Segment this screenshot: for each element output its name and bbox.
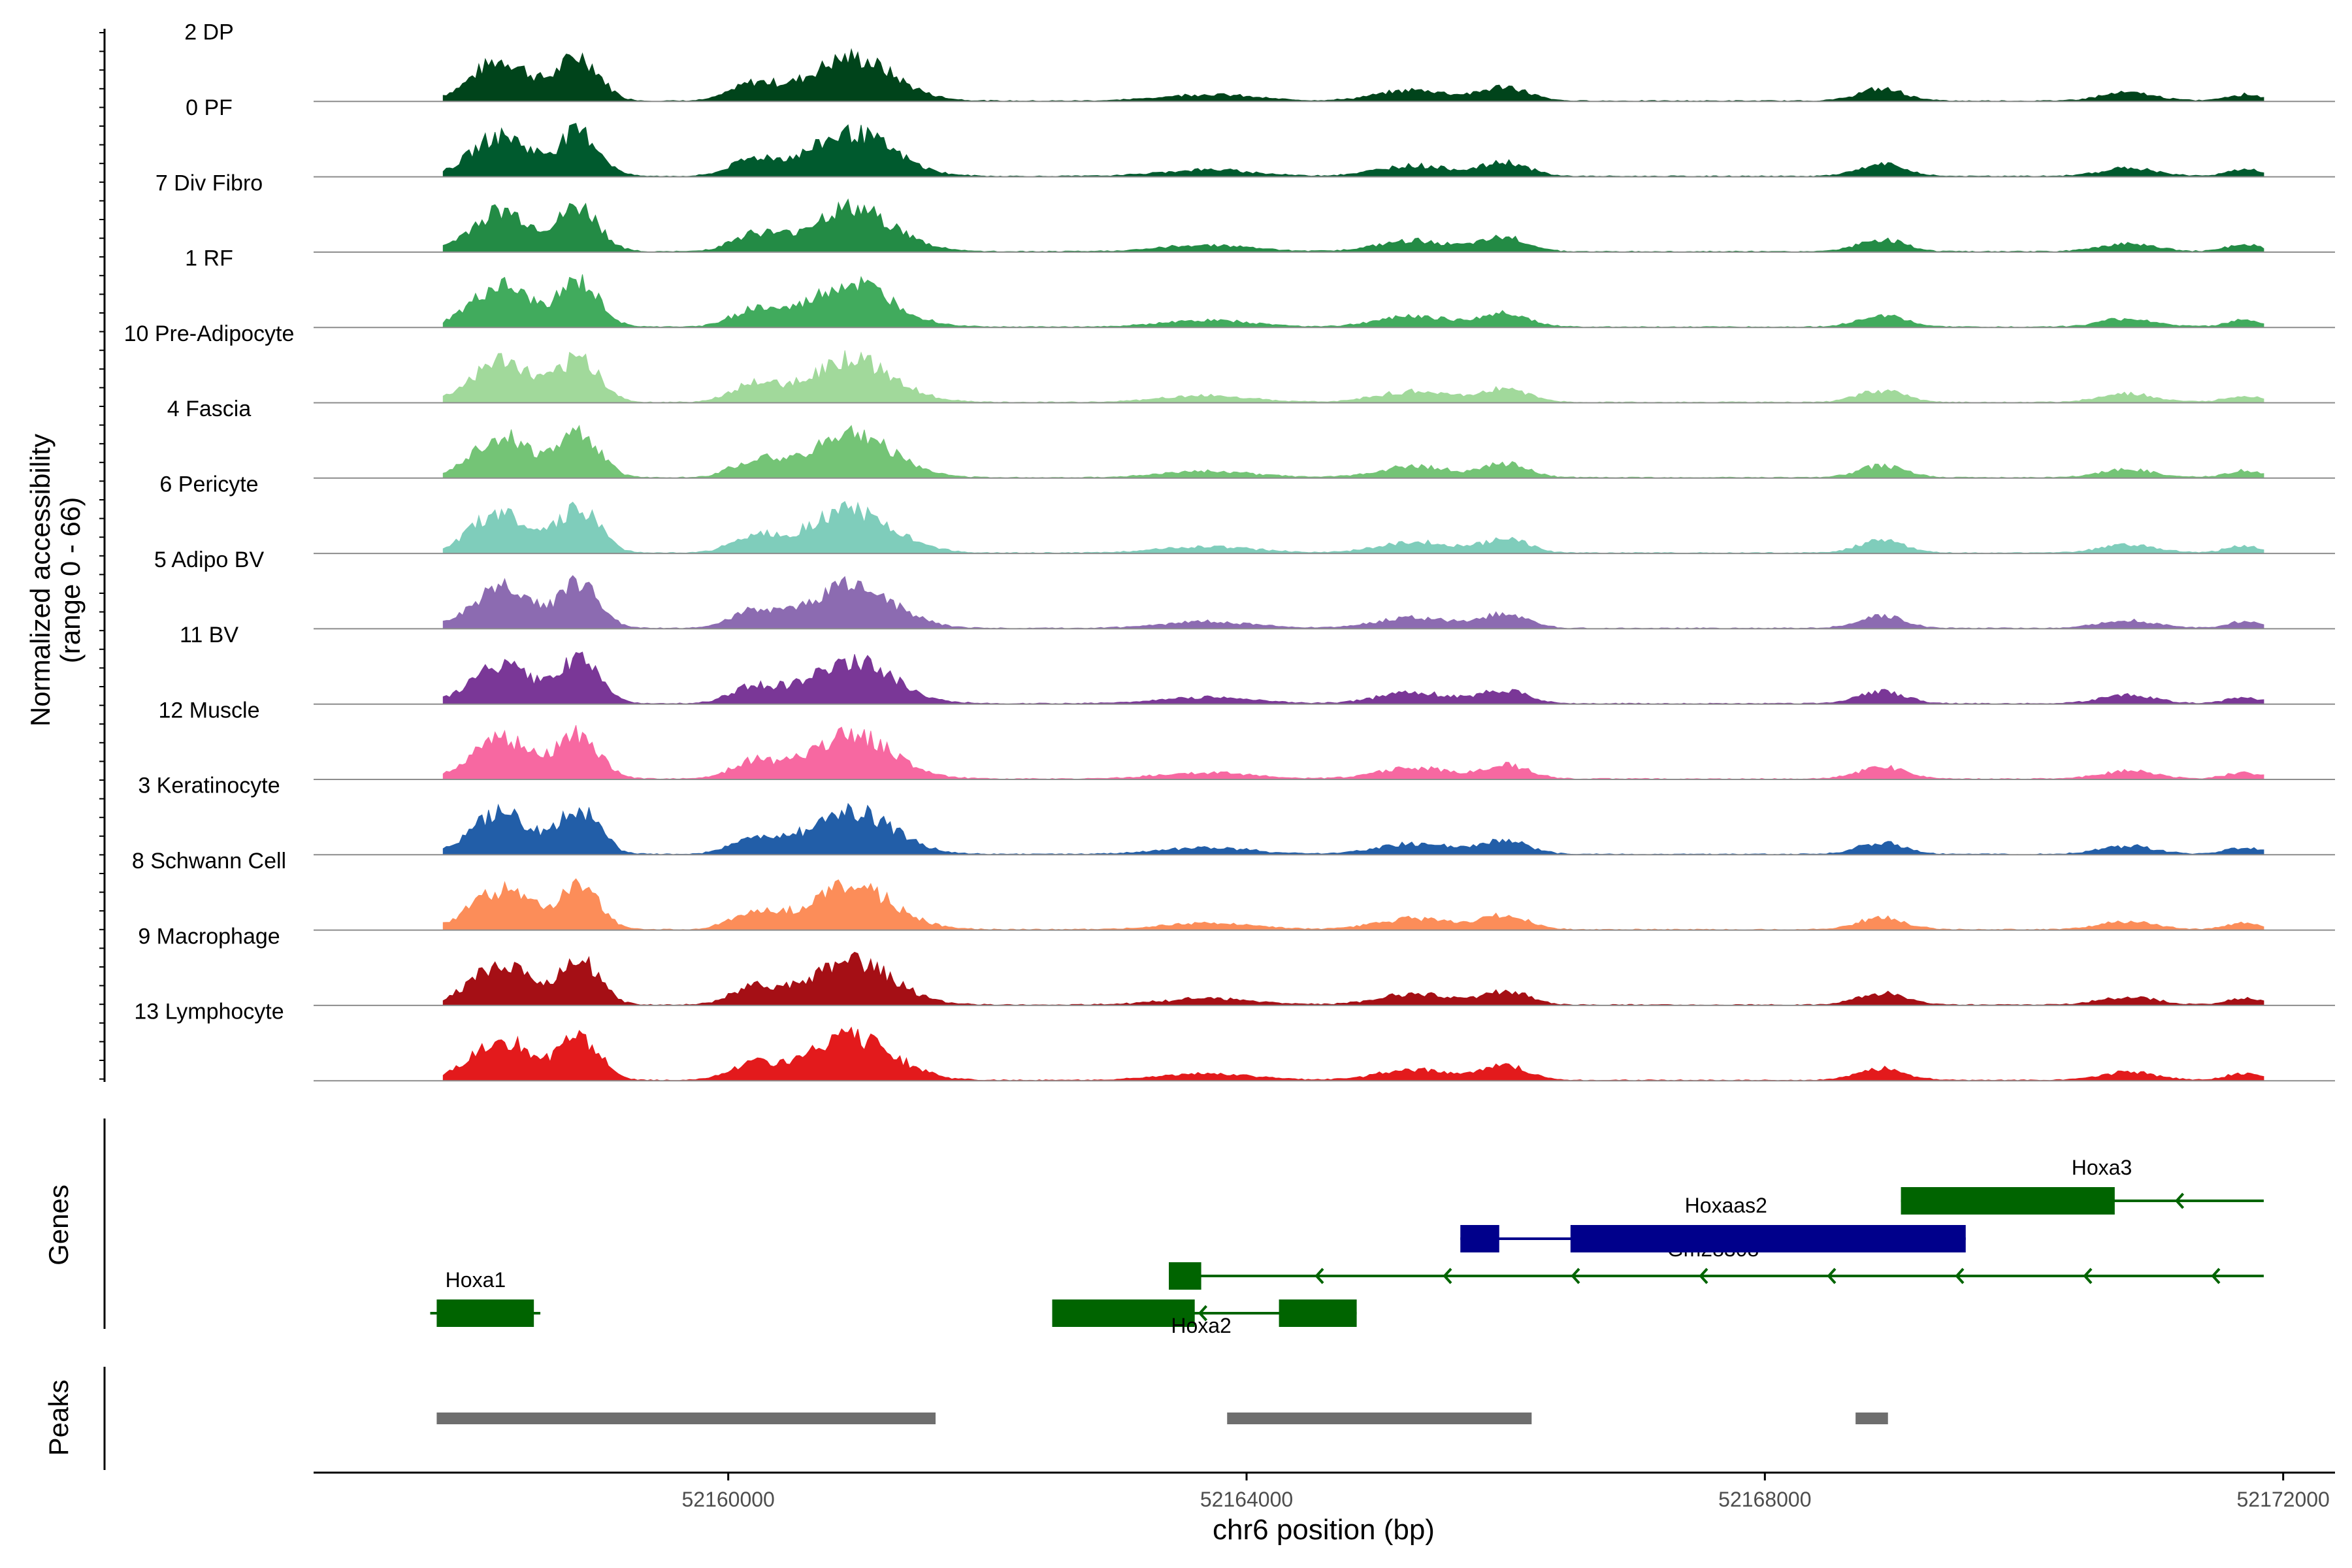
gene-track: Hoxa1Hoxa2Gm28308Hoxaas2Hoxa3 [103, 1119, 2264, 1337]
coverage-area [442, 651, 2264, 705]
coverage-area [442, 274, 2264, 328]
strand-chevron [2211, 1267, 2221, 1284]
gene-label: Hoxa3 [2072, 1156, 2132, 1179]
coverage-tracks: 2 DP 0 PF 7 Div Fibro 1 RF 10 Pre-Adipocyte 4… [99, 20, 2335, 1082]
y-axis-label: Normalized accessibility [25, 434, 56, 727]
x-tick-label: 52160000 [681, 1488, 774, 1511]
strand-chevron [1443, 1267, 1452, 1284]
coverage-area [442, 198, 2264, 253]
x-tick-label: 52164000 [1200, 1488, 1293, 1511]
track-label: 5 Adipo BV [154, 547, 265, 572]
track-label: 0 PF [186, 95, 233, 120]
gene-label: Hoxa1 [446, 1268, 506, 1292]
track-label: 8 Schwann Cell [132, 849, 286, 874]
gene-exon [1570, 1225, 1966, 1252]
coverage-area [442, 1026, 2264, 1081]
x-axis: 52160000 52164000 52168000 52172000 [314, 1471, 2335, 1511]
peak-bar [1855, 1413, 1888, 1424]
coverage-area [442, 350, 2264, 404]
gene-exon [1460, 1225, 1499, 1252]
track-label: 7 Div Fibro [155, 171, 263, 195]
track-label: 3 Keratinocyte [138, 774, 280, 798]
y-axis-label-range: (range 0 - 66) [55, 497, 86, 663]
gene-exon [436, 1299, 534, 1327]
coverage-area [442, 500, 2264, 554]
track-label: 9 Macrophage [138, 924, 280, 949]
strand-chevron [1827, 1267, 1837, 1284]
track-label: 6 Pericyte [159, 472, 258, 497]
gene-exon [1169, 1262, 1201, 1290]
strand-chevron [1699, 1267, 1708, 1284]
gene-exon [1901, 1187, 2115, 1215]
gene-exon [1279, 1299, 1357, 1327]
strand-chevron [1315, 1267, 1324, 1284]
peak-bar [1227, 1413, 1532, 1424]
x-axis-title: chr6 position (bp) [1213, 1514, 1435, 1546]
gene-exon [1052, 1299, 1195, 1327]
strand-chevron [1571, 1267, 1580, 1284]
strand-chevron [1955, 1267, 1965, 1284]
peak-bar [436, 1413, 936, 1424]
x-tick-label: 52168000 [1718, 1488, 1811, 1511]
strand-chevron [1198, 1305, 1207, 1322]
genes-panel-label: Genes [43, 1184, 74, 1266]
gene-label: Hoxaas2 [1685, 1194, 1767, 1217]
track-label: 12 Muscle [159, 698, 260, 723]
gene-label: Hoxa2 [1171, 1314, 1232, 1337]
track-label: 11 BV [180, 623, 238, 647]
x-tick-label: 52172000 [2236, 1488, 2329, 1511]
strand-chevron [2083, 1267, 2093, 1284]
peak-track [103, 1367, 1888, 1470]
coverage-area [442, 425, 2264, 479]
track-label: 2 DP [184, 20, 234, 45]
track-label: 13 Lymphocyte [134, 1000, 284, 1024]
track-label: 4 Fascia [167, 397, 252, 421]
strand-chevron [2174, 1192, 2185, 1209]
coverage-area [442, 725, 2264, 780]
peaks-panel-label: Peaks [43, 1380, 74, 1456]
track-label: 10 Pre-Adipocyte [124, 321, 295, 346]
track-label: 1 RF [185, 246, 233, 271]
